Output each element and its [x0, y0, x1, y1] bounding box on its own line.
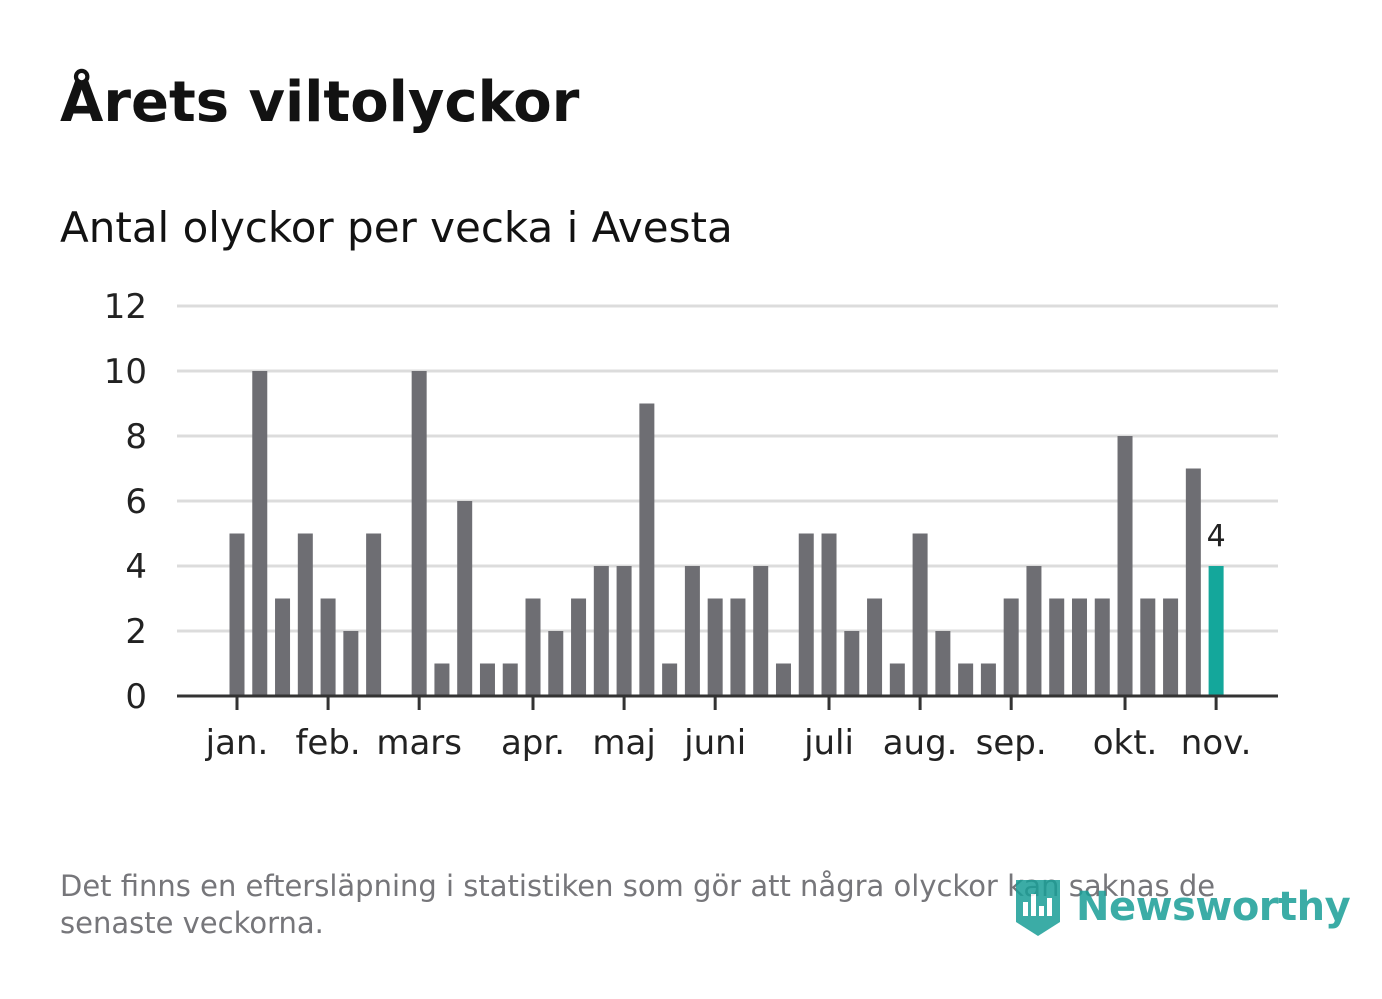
bar: [593, 566, 609, 696]
bar: [343, 631, 359, 696]
bar: [548, 631, 564, 696]
x-tick-label: aug.: [883, 723, 958, 763]
bar: [297, 533, 313, 696]
chart-subtitle: Antal olyckor per vecka i Avesta: [60, 203, 733, 252]
brand-name: Newsworthy: [1076, 884, 1351, 930]
bar: [1071, 598, 1087, 696]
bar: [1185, 468, 1201, 696]
bar: [434, 663, 450, 696]
y-tick-label: 2: [125, 612, 147, 652]
bar: [935, 631, 951, 696]
bar: [639, 403, 655, 696]
highlighted-bar: [1208, 566, 1224, 696]
y-tick-label: 10: [104, 352, 147, 392]
x-tick-label: feb.: [295, 723, 360, 763]
bar: [912, 533, 928, 696]
bar: [707, 598, 723, 696]
weekly-accidents-bar-chart: 0 2 4 6 8 10 12 jan. feb. mars apr. maj juni juli aug…: [104, 287, 1278, 763]
bar: [844, 631, 860, 696]
x-tick-label: mars: [376, 723, 462, 763]
bar: [229, 533, 245, 696]
bar: [1163, 598, 1179, 696]
bar: [1003, 598, 1019, 696]
y-tick-label: 0: [125, 677, 147, 717]
bar: [457, 501, 473, 696]
bar: [798, 533, 814, 696]
bars: [229, 371, 1224, 696]
bar: [366, 533, 382, 696]
x-axis-ticks: jan. feb. mars apr. maj juni juli aug. sep. okt. n…: [205, 696, 1252, 763]
bar: [502, 663, 518, 696]
bar: [275, 598, 291, 696]
x-tick-label: sep.: [976, 723, 1047, 763]
highlight-value-label: 4: [1207, 519, 1226, 554]
bar: [1026, 566, 1042, 696]
y-tick-label: 8: [125, 417, 147, 457]
y-axis-ticks: 0 2 4 6 8 10 12: [104, 287, 147, 717]
bar: [867, 598, 883, 696]
page-title: Årets viltolyckor: [60, 70, 580, 135]
bar: [571, 598, 587, 696]
y-tick-label: 6: [125, 482, 147, 522]
x-tick-label: maj: [592, 723, 655, 763]
bar: [616, 566, 632, 696]
bar: [1094, 598, 1110, 696]
x-tick-label: nov.: [1181, 723, 1252, 763]
x-tick-label: juni: [683, 723, 746, 763]
bar: [980, 663, 996, 696]
grid-lines: [177, 304, 1278, 633]
bar: [1140, 598, 1156, 696]
bar: [730, 598, 746, 696]
bar: [775, 663, 791, 696]
brand-logo: Newsworthy: [1012, 876, 1351, 938]
bar: [479, 663, 495, 696]
bar: [753, 566, 769, 696]
x-tick-label: okt.: [1093, 723, 1158, 763]
data-labels: 4: [1207, 519, 1226, 554]
y-tick-label: 4: [125, 547, 147, 587]
newsworthy-logo-icon: [1016, 880, 1060, 936]
bar: [252, 371, 268, 696]
bar: [320, 598, 336, 696]
bar: [958, 663, 974, 696]
bar: [1117, 436, 1133, 696]
bar: [889, 663, 905, 696]
bar: [662, 663, 678, 696]
x-tick-label: apr.: [501, 723, 565, 763]
y-tick-label: 12: [104, 287, 147, 327]
bar: [525, 598, 541, 696]
bar: [1049, 598, 1065, 696]
bar: [411, 371, 427, 696]
bar: [684, 566, 700, 696]
x-tick-label: jan.: [205, 723, 269, 763]
bar: [821, 533, 837, 696]
x-tick-label: juli: [803, 723, 854, 763]
